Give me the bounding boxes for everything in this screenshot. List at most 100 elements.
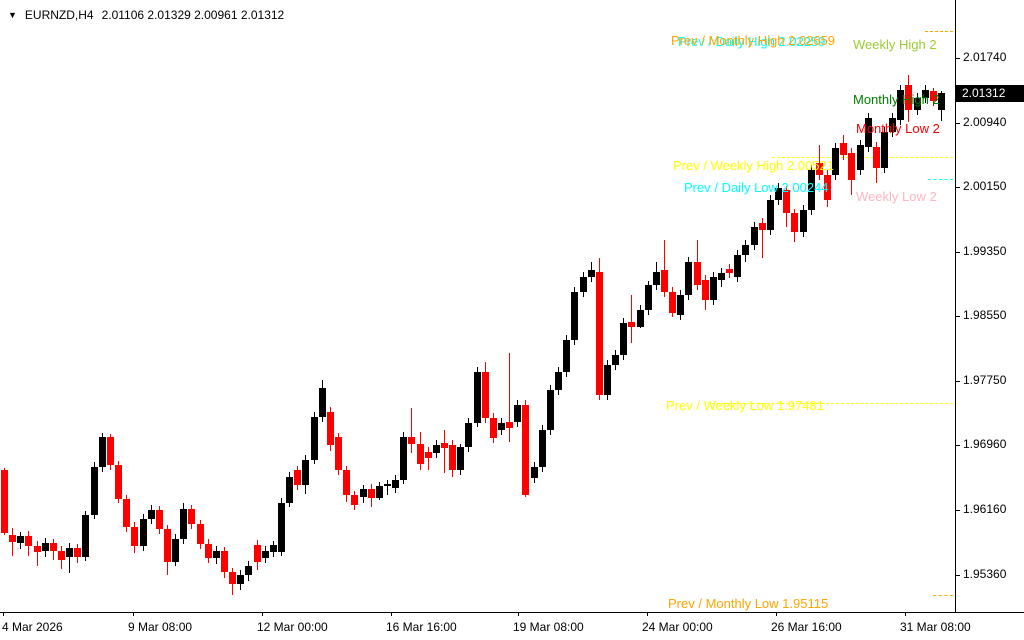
price-axis-tick	[955, 510, 960, 511]
bear-candle-body	[791, 213, 798, 232]
bull-candle-body	[180, 509, 187, 539]
current-price-badge: 2.01312	[956, 85, 1024, 102]
bull-candle-body	[547, 390, 554, 430]
bull-candle-body	[140, 519, 147, 546]
prev-daily-low-line	[928, 179, 953, 180]
prev-weekly-high-label: Prev / Weekly High 2.00521	[673, 158, 834, 173]
bear-candle-body	[156, 510, 163, 529]
bear-candle-body	[368, 489, 375, 498]
bear-candle-body	[726, 269, 733, 273]
time-axis-tick	[3, 612, 4, 616]
bull-candle-body	[563, 340, 570, 372]
symbol-label: EURNZD,H4	[24, 8, 94, 22]
time-axis-tick	[391, 612, 392, 616]
bull-candle-body	[612, 355, 619, 365]
bull-candle-body	[742, 245, 749, 255]
bull-candle-body	[637, 310, 644, 327]
monthly-low-label: Monthly Low 2	[856, 121, 940, 136]
candle-wick	[12, 528, 13, 556]
bear-candle-body	[848, 153, 855, 180]
ohlc-values: 2.01106 2.01329 2.00961 2.01312	[101, 8, 285, 22]
candle-wick	[411, 408, 412, 453]
price-axis-label: 2.01740	[963, 50, 1007, 64]
bull-candle-body	[710, 277, 717, 300]
price-axis-line	[955, 0, 956, 612]
bull-candle-body	[237, 575, 244, 584]
time-axis-tick	[262, 612, 263, 616]
bear-candle-body	[25, 536, 32, 546]
time-axis-tick	[133, 612, 134, 616]
price-axis-tick	[955, 575, 960, 576]
bear-candle-body	[50, 543, 57, 551]
price-axis-tick	[955, 445, 960, 446]
time-axis-label: 24 Mar 00:00	[642, 620, 713, 634]
bear-candle-body	[351, 495, 358, 505]
bull-candle-body	[498, 423, 505, 430]
bull-candle-body	[914, 98, 921, 110]
time-axis-tick	[776, 612, 777, 616]
bull-candle-body	[514, 405, 521, 422]
bull-candle-body	[172, 539, 179, 562]
bear-candle-body	[34, 546, 41, 552]
bear-candle-body	[115, 465, 122, 499]
prev-monthly-high-label: Prev / Monthly High 2.02659	[671, 33, 836, 48]
time-axis-tick	[518, 612, 519, 616]
bear-candle-body	[408, 437, 415, 444]
bull-candle-body	[685, 262, 692, 295]
bull-candle-body	[66, 548, 73, 557]
bull-candle-body	[734, 255, 741, 277]
bull-candle-body	[148, 510, 155, 519]
bear-candle-body	[164, 529, 171, 562]
bull-candle-body	[922, 90, 929, 98]
bull-candle-body	[653, 272, 660, 285]
bear-candle-body	[449, 445, 456, 470]
bear-candle-body	[522, 405, 529, 495]
bear-candle-body	[873, 147, 880, 168]
bear-candle-body	[335, 437, 342, 470]
bull-candle-body	[286, 477, 293, 503]
bull-candle-body	[865, 118, 872, 147]
price-axis-tick	[955, 381, 960, 382]
bear-candle-body	[816, 163, 823, 175]
prev-daily-low-label: Prev / Daily Low 2.00244	[684, 180, 829, 195]
candle-wick	[428, 447, 429, 470]
price-axis-tick	[955, 187, 960, 188]
bull-candle-body	[857, 145, 864, 170]
bear-candle-body	[417, 444, 424, 464]
bull-candle-body	[99, 437, 106, 467]
bull-candle-body	[82, 515, 89, 557]
bull-candle-body	[767, 200, 774, 230]
bull-candle-body	[751, 227, 758, 245]
symbol-dropdown-icon[interactable]: ▼	[8, 10, 17, 20]
candle-wick	[664, 240, 665, 297]
price-axis-label: 1.97750	[963, 373, 1007, 387]
prev-monthly-low-line	[933, 595, 953, 596]
bear-candle-body	[229, 572, 236, 584]
bull-candle-body	[531, 467, 538, 478]
price-axis-tick	[955, 58, 960, 59]
bear-candle-body	[327, 412, 334, 445]
bear-candle-body	[482, 372, 489, 418]
bear-candle-body	[930, 91, 937, 101]
price-axis-label: 2.00150	[963, 179, 1007, 193]
bear-candle-body	[188, 509, 195, 524]
candle-wick	[819, 145, 820, 180]
bear-candle-body	[425, 452, 432, 458]
time-axis-label: 9 Mar 08:00	[128, 620, 193, 634]
bull-candle-body	[213, 551, 220, 558]
bull-candle-body	[677, 295, 684, 315]
time-axis-label: 12 Mar 00:00	[257, 620, 328, 634]
bear-candle-body	[661, 270, 668, 292]
bull-candle-body	[555, 372, 562, 390]
price-axis-tick	[955, 252, 960, 253]
bull-candle-body	[278, 503, 285, 552]
bull-candle-body	[808, 170, 815, 210]
bull-candle-body	[392, 480, 399, 488]
bull-candle-body	[775, 188, 782, 200]
bull-candle-body	[91, 467, 98, 515]
chart-title: ▼ EURNZD,H4 2.01106 2.01329 2.00961 2.01…	[8, 8, 284, 22]
weekly-high-label: Weekly High 2	[853, 37, 937, 52]
chart-plot-area[interactable]	[0, 0, 955, 612]
bear-candle-body	[343, 470, 350, 495]
